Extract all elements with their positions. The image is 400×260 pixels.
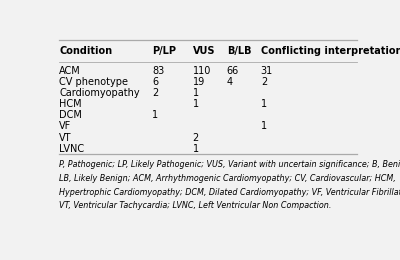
- Text: 19: 19: [193, 77, 205, 87]
- Text: 66: 66: [227, 66, 239, 76]
- Text: Condition: Condition: [59, 46, 112, 56]
- Text: Hypertrophic Cardiomyopathy; DCM, Dilated Cardiomyopathy; VF, Ventricular Fibril: Hypertrophic Cardiomyopathy; DCM, Dilate…: [59, 187, 400, 197]
- Text: 1: 1: [193, 144, 199, 154]
- Text: VF: VF: [59, 121, 72, 132]
- Text: VT: VT: [59, 133, 72, 143]
- Text: Conflicting interpretation: Conflicting interpretation: [261, 46, 400, 56]
- Text: 1: 1: [261, 99, 267, 109]
- Text: LVNC: LVNC: [59, 144, 84, 154]
- Text: VT, Ventricular Tachycardia; LVNC, Left Ventricular Non Compaction.: VT, Ventricular Tachycardia; LVNC, Left …: [59, 201, 332, 210]
- Text: HCM: HCM: [59, 99, 82, 109]
- Text: 31: 31: [261, 66, 273, 76]
- Text: B/LB: B/LB: [227, 46, 251, 56]
- Text: LB, Likely Benign; ACM, Arrhythmogenic Cardiomyopathy; CV, Cardiovascular; HCM,: LB, Likely Benign; ACM, Arrhythmogenic C…: [59, 174, 396, 183]
- Text: VUS: VUS: [193, 46, 215, 56]
- Text: 110: 110: [193, 66, 211, 76]
- Text: ACM: ACM: [59, 66, 81, 76]
- Text: P, Pathogenic; LP, Likely Pathogenic; VUS, Variant with uncertain significance; : P, Pathogenic; LP, Likely Pathogenic; VU…: [59, 160, 400, 169]
- Text: 4: 4: [227, 77, 233, 87]
- Text: 2: 2: [193, 133, 199, 143]
- Text: CV phenotype: CV phenotype: [59, 77, 128, 87]
- Text: 1: 1: [193, 88, 199, 98]
- Text: P/LP: P/LP: [152, 46, 176, 56]
- Text: 6: 6: [152, 77, 158, 87]
- Text: DCM: DCM: [59, 110, 82, 120]
- Text: Cardiomyopathy: Cardiomyopathy: [59, 88, 140, 98]
- Text: 83: 83: [152, 66, 164, 76]
- Text: 1: 1: [261, 121, 267, 132]
- Text: 1: 1: [193, 99, 199, 109]
- Text: 2: 2: [152, 88, 158, 98]
- Text: 1: 1: [152, 110, 158, 120]
- Text: 2: 2: [261, 77, 267, 87]
